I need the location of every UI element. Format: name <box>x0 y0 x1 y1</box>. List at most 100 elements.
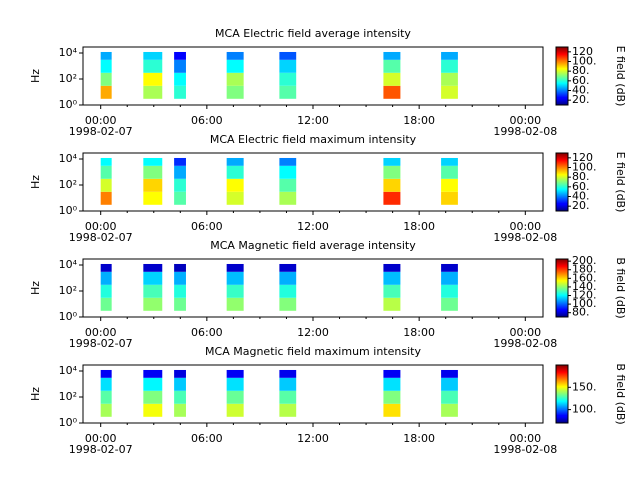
cell <box>174 191 186 205</box>
x-tick-label: 00:00 <box>509 326 541 339</box>
cell <box>383 297 401 311</box>
panel-title: MCA Electric field maximum intensity <box>210 133 417 146</box>
colorbar-tick-label: 120 <box>572 45 593 58</box>
cell <box>226 157 244 166</box>
y-tick-label: 10⁴ <box>59 364 78 377</box>
cell <box>226 191 244 205</box>
y-axis-label: Hz <box>29 175 42 189</box>
cell <box>174 403 186 417</box>
colorbar-label: B field (dB) <box>614 257 627 318</box>
cell <box>279 390 297 404</box>
cell <box>441 51 458 60</box>
cell <box>279 263 297 272</box>
cell <box>441 178 458 192</box>
colorbar-tick-label: 120. <box>572 289 597 302</box>
cell <box>143 59 163 73</box>
y-tick-label: 10⁴ <box>59 46 78 59</box>
cell <box>100 390 112 404</box>
x-date-label: 1998-02-07 <box>69 337 133 350</box>
cell <box>100 178 112 192</box>
cell <box>174 165 186 179</box>
cell <box>383 191 401 205</box>
panel-title: MCA Electric field average intensity <box>215 27 411 40</box>
cell <box>100 157 112 166</box>
colorbar-tick-label: 200. <box>572 254 597 267</box>
cell <box>174 284 186 298</box>
cell <box>279 297 297 311</box>
panel: MCA Electric field maximum intensity 10⁰ 1… <box>29 133 627 244</box>
x-tick-label: 06:00 <box>191 432 223 445</box>
cell <box>279 284 297 298</box>
cell <box>383 271 401 285</box>
cell <box>383 403 401 417</box>
cell <box>100 377 112 391</box>
x-tick-label: 00:00 <box>509 220 541 233</box>
colorbar <box>555 46 569 106</box>
cell <box>226 369 244 378</box>
panel-title: MCA Magnetic field maximum intensity <box>205 345 421 358</box>
cell <box>441 165 458 179</box>
x-date-label: 1998-02-08 <box>493 443 557 456</box>
cell <box>143 178 163 192</box>
cell <box>143 284 163 298</box>
x-tick-label: 00:00 <box>509 432 541 445</box>
cell <box>383 72 401 86</box>
y-axis-label: Hz <box>29 387 42 401</box>
cell <box>226 165 244 179</box>
cell <box>279 51 297 60</box>
cell <box>174 157 186 166</box>
cell <box>441 403 458 417</box>
cell <box>226 390 244 404</box>
x-tick-label: 06:00 <box>191 326 223 339</box>
cell <box>226 377 244 391</box>
colorbar-label: E field (dB) <box>614 152 627 213</box>
panel: MCA Magnetic field average intensity 10⁰ 1… <box>29 239 627 350</box>
cell <box>100 59 112 73</box>
cell <box>174 390 186 404</box>
y-tick-label: 10⁰ <box>59 98 78 111</box>
cell <box>279 165 297 179</box>
y-tick-label: 10² <box>59 390 77 403</box>
cell <box>226 297 244 311</box>
cell <box>143 297 163 311</box>
cell <box>143 403 163 417</box>
colorbar-tick-label: 80. <box>572 170 590 183</box>
cell <box>226 85 244 99</box>
cell <box>174 369 186 378</box>
cell <box>174 377 186 391</box>
x-tick-label: 18:00 <box>403 114 435 127</box>
colorbar-tick-label: 100. <box>572 403 597 416</box>
panel: MCA Magnetic field maximum intensity 10⁰ 1… <box>29 345 627 456</box>
colorbar-tick-label: 100. <box>572 161 597 174</box>
cell <box>100 51 112 60</box>
cell <box>383 157 401 166</box>
cell <box>100 165 112 179</box>
cell <box>441 191 458 205</box>
y-axis-label: Hz <box>29 281 42 295</box>
x-tick-label: 00:00 <box>85 326 117 339</box>
cell <box>143 157 163 166</box>
x-tick-label: 18:00 <box>403 220 435 233</box>
y-tick-label: 10² <box>59 72 77 85</box>
cell <box>226 51 244 60</box>
cell <box>441 369 458 378</box>
cell <box>279 178 297 192</box>
cell <box>143 72 163 86</box>
cell <box>100 72 112 86</box>
colorbar-tick-label: 180. <box>572 263 597 276</box>
cell <box>383 51 401 60</box>
colorbar-label: E field (dB) <box>614 46 627 107</box>
x-date-label: 1998-02-07 <box>69 231 133 244</box>
x-date-label: 1998-02-08 <box>493 337 557 350</box>
cell <box>383 377 401 391</box>
x-tick-label: 12:00 <box>297 432 329 445</box>
cell <box>143 85 163 99</box>
cell <box>441 85 458 99</box>
panel: MCA Electric field average intensity 10⁰ 1… <box>29 27 627 138</box>
colorbar-tick-label: 60. <box>572 74 590 87</box>
cell <box>441 59 458 73</box>
cell <box>383 165 401 179</box>
cell <box>226 59 244 73</box>
colorbar <box>555 152 569 212</box>
